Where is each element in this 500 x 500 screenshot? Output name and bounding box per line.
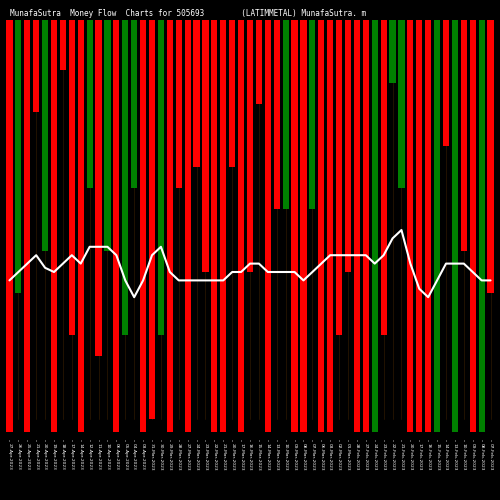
Bar [131,20,138,188]
Bar [86,20,93,188]
Bar [362,20,369,432]
Text: MunafaSutra  Money Flow  Charts for 505693        (LATIMMETAL) MunafaSutra. m: MunafaSutra Money Flow Charts for 505693… [10,9,366,18]
Bar [300,20,306,432]
Bar [104,20,110,251]
Bar [274,20,280,209]
Bar [443,20,449,146]
Bar [202,20,208,272]
Bar [434,20,440,432]
Bar [113,20,119,432]
Bar [470,20,476,432]
Bar [229,20,235,167]
Bar [140,20,146,432]
Bar [166,20,173,432]
Bar [256,20,262,104]
Bar [194,20,200,167]
Bar [6,20,12,432]
Bar [345,20,351,272]
Bar [398,20,404,188]
Bar [416,20,422,432]
Bar [42,20,48,251]
Bar [336,20,342,335]
Bar [68,20,75,335]
Bar [282,20,289,209]
Bar [292,20,298,432]
Bar [425,20,432,432]
Bar [309,20,316,209]
Bar [51,20,57,432]
Bar [380,20,387,335]
Bar [211,20,218,432]
Bar [176,20,182,188]
Bar [478,20,485,432]
Bar [96,20,102,356]
Bar [184,20,191,432]
Bar [15,20,22,293]
Bar [24,20,30,432]
Bar [488,20,494,293]
Bar [354,20,360,432]
Bar [452,20,458,432]
Bar [318,20,324,432]
Bar [238,20,244,432]
Bar [247,20,253,272]
Bar [220,20,226,432]
Bar [460,20,467,251]
Bar [60,20,66,70]
Bar [78,20,84,432]
Bar [372,20,378,432]
Bar [390,20,396,83]
Bar [327,20,334,432]
Bar [33,20,40,112]
Bar [158,20,164,335]
Bar [264,20,271,432]
Bar [407,20,414,432]
Bar [122,20,128,335]
Bar [149,20,155,419]
